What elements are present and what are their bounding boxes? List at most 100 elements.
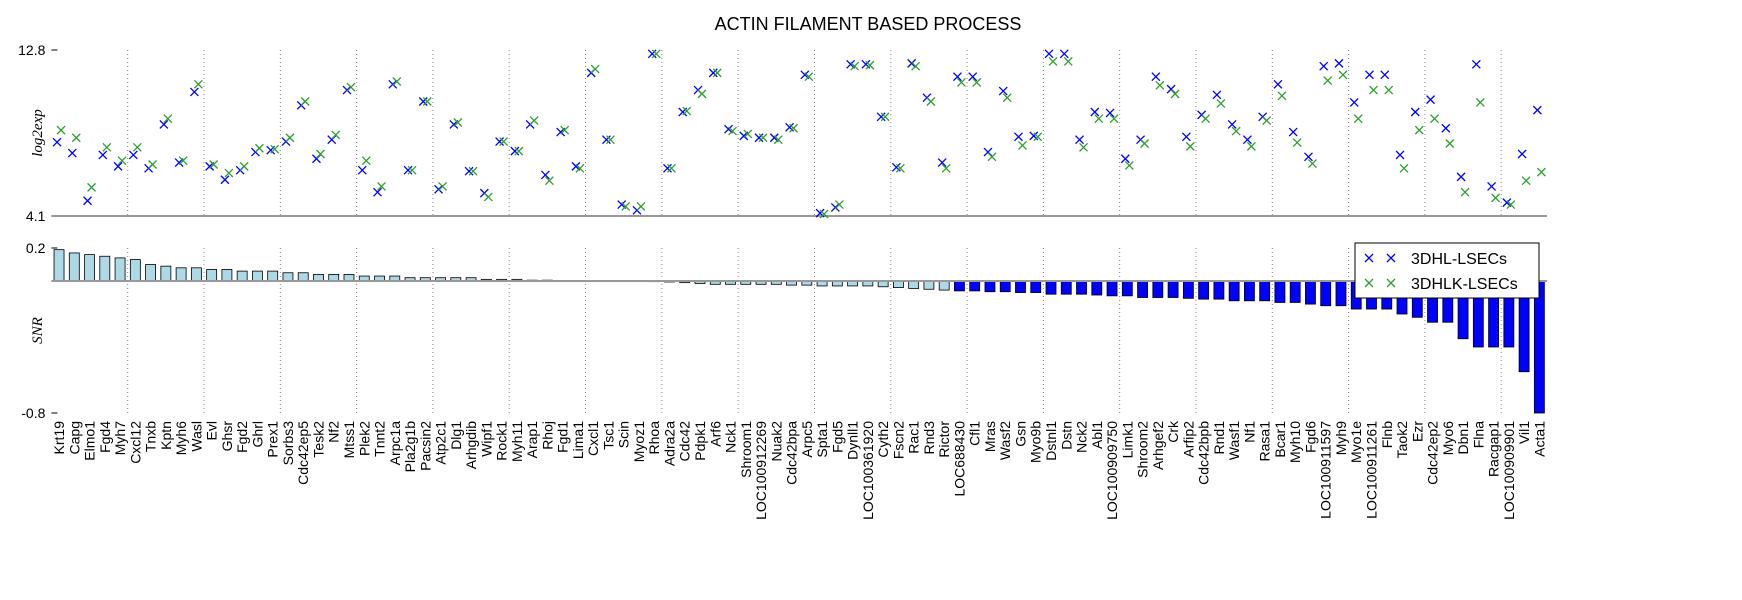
x-tick-label: Fgd6: [1302, 421, 1318, 453]
marker: [1109, 114, 1119, 124]
marker: [819, 209, 829, 219]
marker: [220, 175, 230, 185]
x-tick-label: Tnxb: [143, 421, 159, 452]
x-tick-label: Arf6: [707, 421, 723, 447]
marker: [1262, 116, 1272, 126]
bar: [267, 270, 279, 282]
bar: [1533, 280, 1545, 414]
marker: [1349, 98, 1359, 107]
marker: [1181, 132, 1191, 142]
x-tick-label: Lima1: [570, 421, 586, 459]
x-tick-label: Arap1: [524, 421, 540, 459]
x-tick-label: Kptn: [158, 421, 174, 450]
x-tick-label: Myo6: [1440, 421, 1456, 455]
marker: [1170, 89, 1180, 99]
bar: [984, 280, 996, 293]
bar: [1259, 280, 1271, 302]
x-tick-label: Tesk2: [310, 421, 326, 458]
x-tick-label: Nck1: [723, 421, 739, 453]
marker: [956, 77, 966, 87]
x-tick-label: Fscn2: [890, 421, 906, 459]
x-tick-label: Sorbs3: [280, 421, 296, 466]
x-tick-label: Fgd1: [555, 421, 571, 453]
marker: [754, 133, 764, 143]
marker: [1475, 98, 1485, 107]
bar: [282, 272, 294, 282]
marker: [1410, 107, 1420, 117]
marker: [1460, 187, 1470, 197]
marker: [667, 163, 676, 173]
marker: [113, 161, 123, 171]
bar: [938, 280, 950, 291]
marker: [1018, 140, 1027, 150]
marker: [464, 166, 474, 176]
marker: [1292, 138, 1302, 147]
marker: [438, 181, 448, 191]
x-tick-label: Racgap1: [1486, 421, 1502, 477]
marker: [911, 61, 921, 71]
marker: [647, 49, 657, 59]
x-tick-label: Rhoa: [646, 421, 662, 455]
x-tick-label: Rnd1: [1211, 421, 1227, 455]
marker: [499, 137, 509, 147]
x-tick-label: Rictor: [936, 421, 952, 458]
marker: [1002, 93, 1012, 103]
bar: [1289, 280, 1301, 303]
marker: [1231, 126, 1241, 136]
marker: [316, 149, 325, 159]
bar: [1106, 280, 1118, 297]
marker: [834, 200, 844, 210]
legend-label: 3DHLK-LSECs: [1411, 276, 1518, 293]
legend: 3DHL-LSECs 3DHLK-LSECs: [1354, 242, 1540, 299]
marker: [1380, 70, 1390, 80]
x-tick-label: Rhoj: [539, 421, 555, 450]
x-tick-label: Fgd4: [97, 421, 113, 453]
marker: [1048, 56, 1058, 66]
bar: [969, 280, 981, 292]
marker: [1075, 135, 1084, 145]
x-tick-label: Dbn1: [1455, 421, 1471, 455]
bar: [908, 280, 920, 289]
bar: [1320, 280, 1332, 307]
marker: [1014, 132, 1023, 142]
y-axis-label: SNR: [30, 317, 46, 344]
x-tick-label: LOC100911261: [1363, 421, 1379, 519]
marker: [1521, 176, 1531, 186]
marker: [468, 166, 478, 176]
x-tick-label: Nf2: [326, 421, 342, 443]
marker: [189, 87, 199, 97]
x-tick-label: Spta1: [814, 421, 830, 458]
x-tick-label: Shroom1: [738, 421, 754, 478]
marker: [224, 168, 234, 178]
bar: [236, 270, 248, 282]
x-tick-label: Rasa1: [1257, 421, 1273, 462]
marker: [926, 97, 936, 106]
x-tick-label: Tnnt2: [372, 421, 388, 457]
marker: [758, 133, 768, 143]
marker: [1353, 114, 1363, 124]
x-tick-label: Capg: [66, 421, 82, 454]
marker: [1246, 141, 1256, 151]
x-tick-label: Nf1: [1241, 421, 1257, 443]
marker: [1140, 139, 1150, 148]
bar: [1060, 280, 1072, 295]
marker: [1033, 132, 1043, 142]
bar: [68, 252, 80, 282]
marker: [708, 68, 718, 78]
marker: [159, 119, 169, 129]
bar: [954, 280, 965, 292]
marker: [1471, 59, 1481, 69]
bar: [175, 267, 187, 282]
marker: [453, 118, 463, 127]
marker: [544, 176, 554, 186]
marker: [663, 163, 672, 173]
x-tick-label: Rac1: [906, 421, 922, 454]
marker: [1288, 127, 1298, 137]
x-tick-label: Arfip2: [1180, 421, 1196, 458]
marker: [1414, 125, 1424, 135]
x-tick-label: Wasl: [188, 421, 204, 452]
marker: [209, 160, 219, 169]
marker: [407, 165, 417, 175]
marker: [377, 181, 386, 191]
